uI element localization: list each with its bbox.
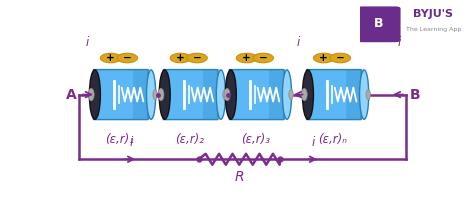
FancyBboxPatch shape — [269, 70, 288, 119]
FancyBboxPatch shape — [163, 70, 218, 120]
Text: −: − — [123, 53, 132, 63]
Ellipse shape — [302, 70, 313, 119]
Text: −: − — [192, 53, 201, 63]
Text: +: + — [319, 53, 328, 63]
Circle shape — [237, 53, 257, 63]
Text: −: − — [259, 53, 267, 63]
Ellipse shape — [159, 70, 170, 119]
Ellipse shape — [146, 70, 155, 119]
Circle shape — [117, 53, 137, 63]
Text: A: A — [66, 88, 76, 102]
Ellipse shape — [224, 88, 230, 101]
Ellipse shape — [366, 90, 370, 99]
Text: i: i — [296, 36, 300, 50]
Ellipse shape — [223, 90, 227, 99]
Text: (ε,r)₁: (ε,r)₁ — [105, 133, 134, 146]
Text: R: R — [235, 170, 244, 184]
Text: (ε,r)₂: (ε,r)₂ — [175, 133, 204, 146]
Text: i: i — [311, 136, 314, 149]
FancyBboxPatch shape — [357, 6, 401, 42]
Ellipse shape — [225, 70, 237, 119]
Text: i: i — [85, 36, 89, 50]
Ellipse shape — [283, 70, 292, 119]
FancyBboxPatch shape — [133, 70, 152, 119]
Text: −: − — [336, 53, 345, 63]
Circle shape — [330, 53, 351, 63]
Ellipse shape — [301, 88, 307, 101]
Ellipse shape — [153, 90, 157, 99]
FancyBboxPatch shape — [307, 70, 361, 120]
Text: B: B — [410, 88, 420, 102]
FancyBboxPatch shape — [229, 70, 284, 120]
Text: +: + — [176, 53, 185, 63]
Text: (ε,r)ₙ: (ε,r)ₙ — [319, 133, 347, 146]
FancyBboxPatch shape — [346, 70, 365, 119]
Circle shape — [313, 53, 334, 63]
Text: B: B — [374, 17, 383, 30]
Text: (ε,r)₃: (ε,r)₃ — [241, 133, 270, 146]
Text: i: i — [129, 136, 133, 149]
FancyBboxPatch shape — [203, 70, 222, 119]
Circle shape — [170, 53, 191, 63]
Circle shape — [100, 53, 121, 63]
Text: i: i — [397, 36, 401, 50]
Ellipse shape — [360, 70, 369, 119]
Text: +: + — [106, 53, 115, 63]
Ellipse shape — [88, 88, 94, 101]
Ellipse shape — [158, 88, 164, 101]
Text: +: + — [242, 53, 251, 63]
Ellipse shape — [289, 90, 293, 99]
Circle shape — [187, 53, 207, 63]
Circle shape — [253, 53, 273, 63]
FancyBboxPatch shape — [93, 70, 148, 120]
Text: BYJU'S: BYJU'S — [413, 9, 453, 19]
Text: The Learning App: The Learning App — [406, 27, 461, 32]
Ellipse shape — [216, 70, 226, 119]
Ellipse shape — [90, 70, 100, 119]
